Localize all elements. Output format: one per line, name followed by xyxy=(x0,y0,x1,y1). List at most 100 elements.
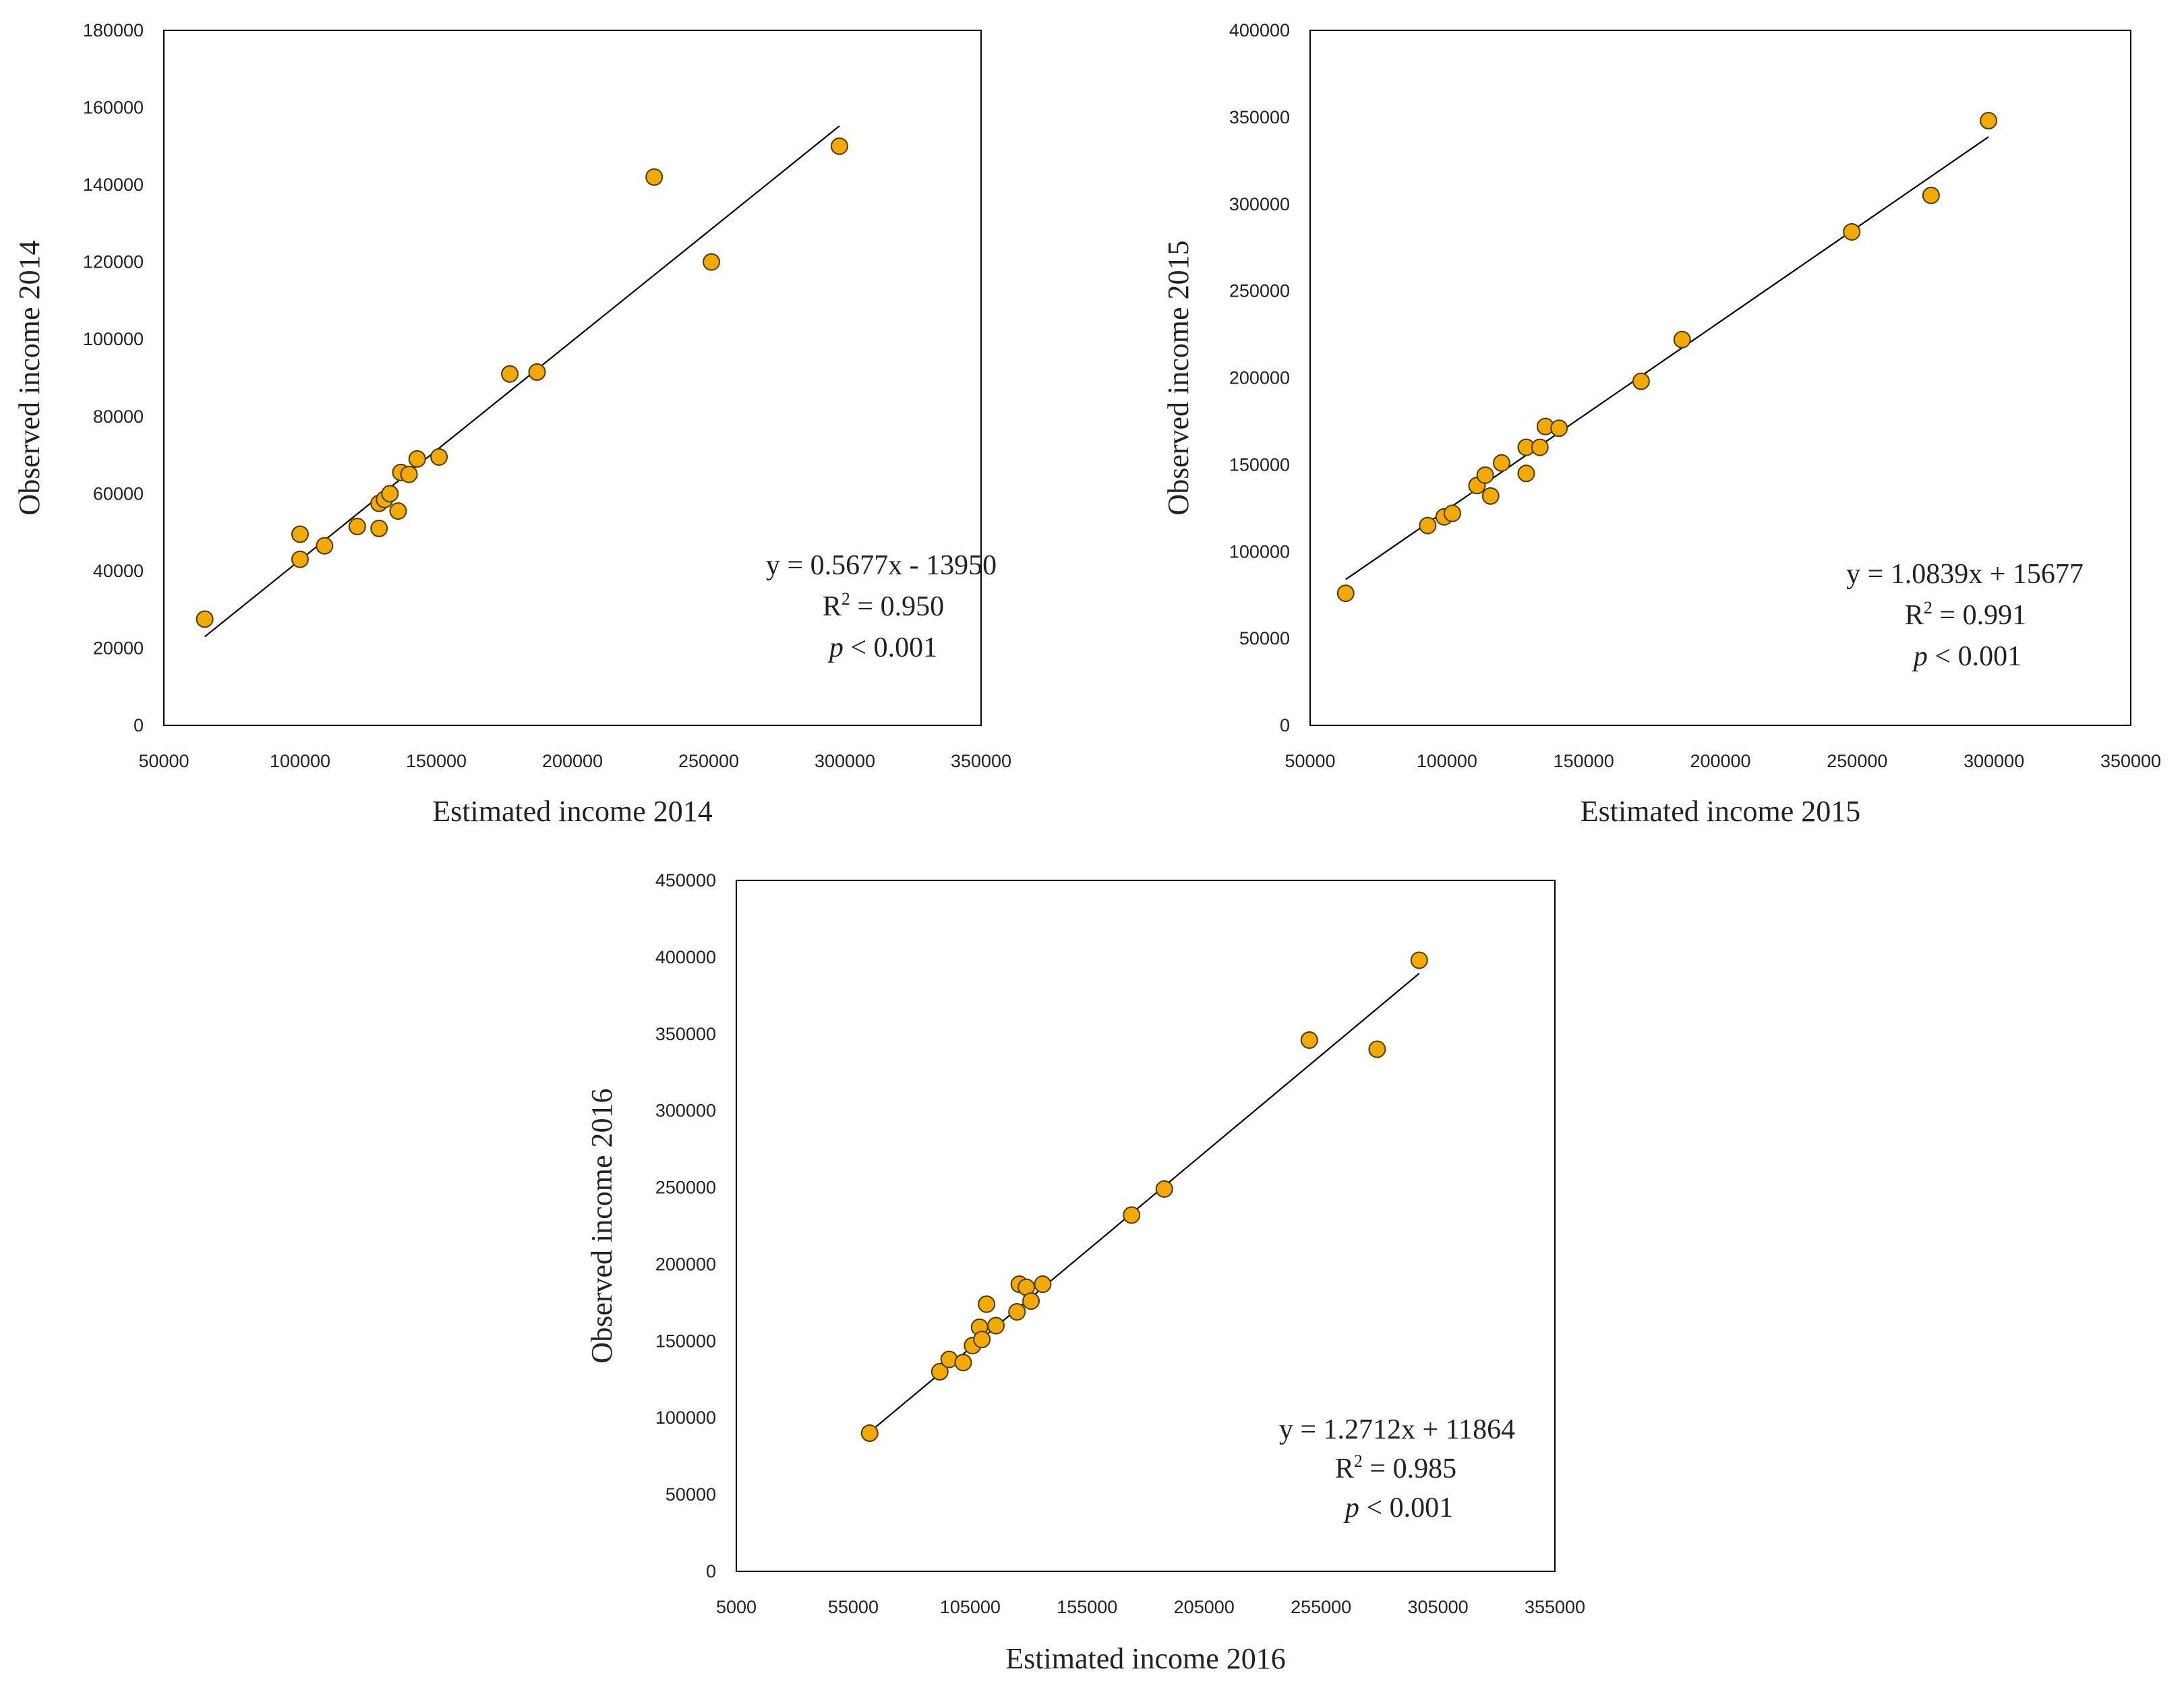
x-axis-title: Estimated income 2016 xyxy=(1005,1642,1285,1675)
y-tick-label: 0 xyxy=(1280,715,1290,735)
y-tick-label: 160000 xyxy=(83,98,144,118)
data-point xyxy=(370,519,388,537)
y-tick-label: 120000 xyxy=(83,252,144,272)
plot-area-frame xyxy=(736,880,1556,1572)
data-point xyxy=(1550,419,1568,437)
data-point xyxy=(430,448,448,466)
data-point xyxy=(987,1317,1005,1335)
r-squared-label: R2 = 0.985 xyxy=(1335,1451,1456,1484)
data-point xyxy=(408,450,426,468)
x-tick-label: 50000 xyxy=(1285,751,1335,771)
p-symbol: p xyxy=(1343,1492,1359,1523)
r-squared-symbol: R xyxy=(1905,600,1924,631)
y-tick-label: 80000 xyxy=(93,406,144,427)
data-point xyxy=(196,610,214,628)
y-tick-label: 0 xyxy=(134,715,144,735)
r-squared-label: R2 = 0.991 xyxy=(1905,598,2026,631)
y-tick-label: 300000 xyxy=(655,1101,716,1121)
data-point xyxy=(1008,1303,1026,1321)
y-tick-label: 0 xyxy=(706,1561,716,1581)
y-tick-label: 200000 xyxy=(1229,368,1290,388)
y-tick-label: 200000 xyxy=(655,1254,716,1274)
y-tick-label: 100000 xyxy=(655,1408,716,1428)
x-tick-label: 250000 xyxy=(1827,751,1887,771)
chart-2016: 5000 55000 105000 155000 205000 255000 305000 3… xyxy=(585,870,1585,1675)
x-tick-label: 5000 xyxy=(716,1597,757,1617)
r-squared-label: R2 = 0.950 xyxy=(823,589,944,622)
y-tick-label: 50000 xyxy=(666,1484,716,1505)
x-tick-label: 250000 xyxy=(678,751,739,771)
data-point xyxy=(1419,516,1437,535)
y-tick-label: 150000 xyxy=(1229,454,1290,475)
x-axis-title: Estimated income 2014 xyxy=(432,795,712,828)
data-point xyxy=(1922,186,1940,204)
y-tick-label: 350000 xyxy=(1229,107,1290,127)
regression-equation: y = 0.5677x - 13950 xyxy=(766,550,997,581)
p-value-label: p < 0.001 xyxy=(827,632,937,663)
data-point xyxy=(1673,330,1691,349)
data-point xyxy=(1123,1206,1141,1224)
x-tick-label: 305000 xyxy=(1408,1597,1469,1617)
data-point xyxy=(1443,504,1461,522)
data-point xyxy=(1368,1040,1386,1058)
p-value: < 0.001 xyxy=(1359,1492,1453,1523)
y-tick-label: 400000 xyxy=(655,947,716,967)
data-point xyxy=(291,550,309,568)
r-squared-symbol: R xyxy=(1335,1453,1354,1484)
data-point xyxy=(1034,1275,1052,1294)
x-tick-label: 350000 xyxy=(951,751,1011,771)
r-squared-symbol: R xyxy=(823,591,842,622)
data-point xyxy=(978,1295,996,1313)
plot-area-frame xyxy=(1309,30,2131,726)
data-point xyxy=(1022,1292,1040,1310)
p-value: < 0.001 xyxy=(1928,641,2021,672)
data-point xyxy=(1476,466,1494,484)
data-point xyxy=(1632,372,1650,390)
x-tick-label: 300000 xyxy=(1964,751,2024,771)
p-symbol: p xyxy=(827,632,844,663)
data-point xyxy=(291,525,309,543)
r-squared-value: = 0.950 xyxy=(850,591,944,622)
x-tick-label: 100000 xyxy=(270,751,330,771)
p-symbol: p xyxy=(1912,641,1928,672)
r-squared-superscript: 2 xyxy=(1924,598,1932,617)
y-tick-label: 400000 xyxy=(1229,20,1290,40)
y-tick-label: 20000 xyxy=(93,638,144,658)
data-point xyxy=(703,253,721,271)
y-tick-label: 40000 xyxy=(93,561,144,581)
r-squared-superscript: 2 xyxy=(842,589,850,609)
data-point xyxy=(1410,951,1428,969)
p-value-label: p < 0.001 xyxy=(1343,1492,1453,1523)
y-axis-title: Observed income 2014 xyxy=(13,240,46,515)
y-tick-label: 250000 xyxy=(655,1178,716,1198)
x-tick-label: 300000 xyxy=(815,751,875,771)
data-point xyxy=(1336,584,1355,603)
y-tick-label: 150000 xyxy=(655,1331,716,1351)
data-point xyxy=(830,137,848,155)
x-tick-label: 150000 xyxy=(406,751,467,771)
x-tick-label: 200000 xyxy=(1690,751,1750,771)
data-point xyxy=(348,518,366,536)
data-point xyxy=(1843,222,1861,241)
x-tick-label: 255000 xyxy=(1291,1597,1351,1617)
data-point xyxy=(931,1362,949,1381)
regression-equation: y = 1.2712x + 11864 xyxy=(1279,1414,1515,1445)
data-point xyxy=(954,1354,972,1372)
data-point xyxy=(1492,454,1510,472)
x-tick-label: 150000 xyxy=(1554,751,1614,771)
data-point xyxy=(528,363,546,381)
y-tick-label: 140000 xyxy=(83,175,144,195)
data-point xyxy=(1155,1180,1173,1198)
r-squared-superscript: 2 xyxy=(1354,1451,1363,1471)
x-tick-label: 105000 xyxy=(940,1597,1001,1617)
y-tick-label: 100000 xyxy=(83,329,144,349)
x-tick-label: 350000 xyxy=(2100,751,2161,771)
chart-2014: 50000 100000 150000 200000 250000 300000 35000… xyxy=(13,20,1011,828)
data-point xyxy=(1531,438,1549,456)
data-point xyxy=(501,365,519,383)
y-tick-label: 50000 xyxy=(1239,628,1290,648)
y-tick-label: 60000 xyxy=(93,483,144,504)
trend-line xyxy=(204,125,840,638)
y-tick-label: 350000 xyxy=(655,1024,716,1044)
